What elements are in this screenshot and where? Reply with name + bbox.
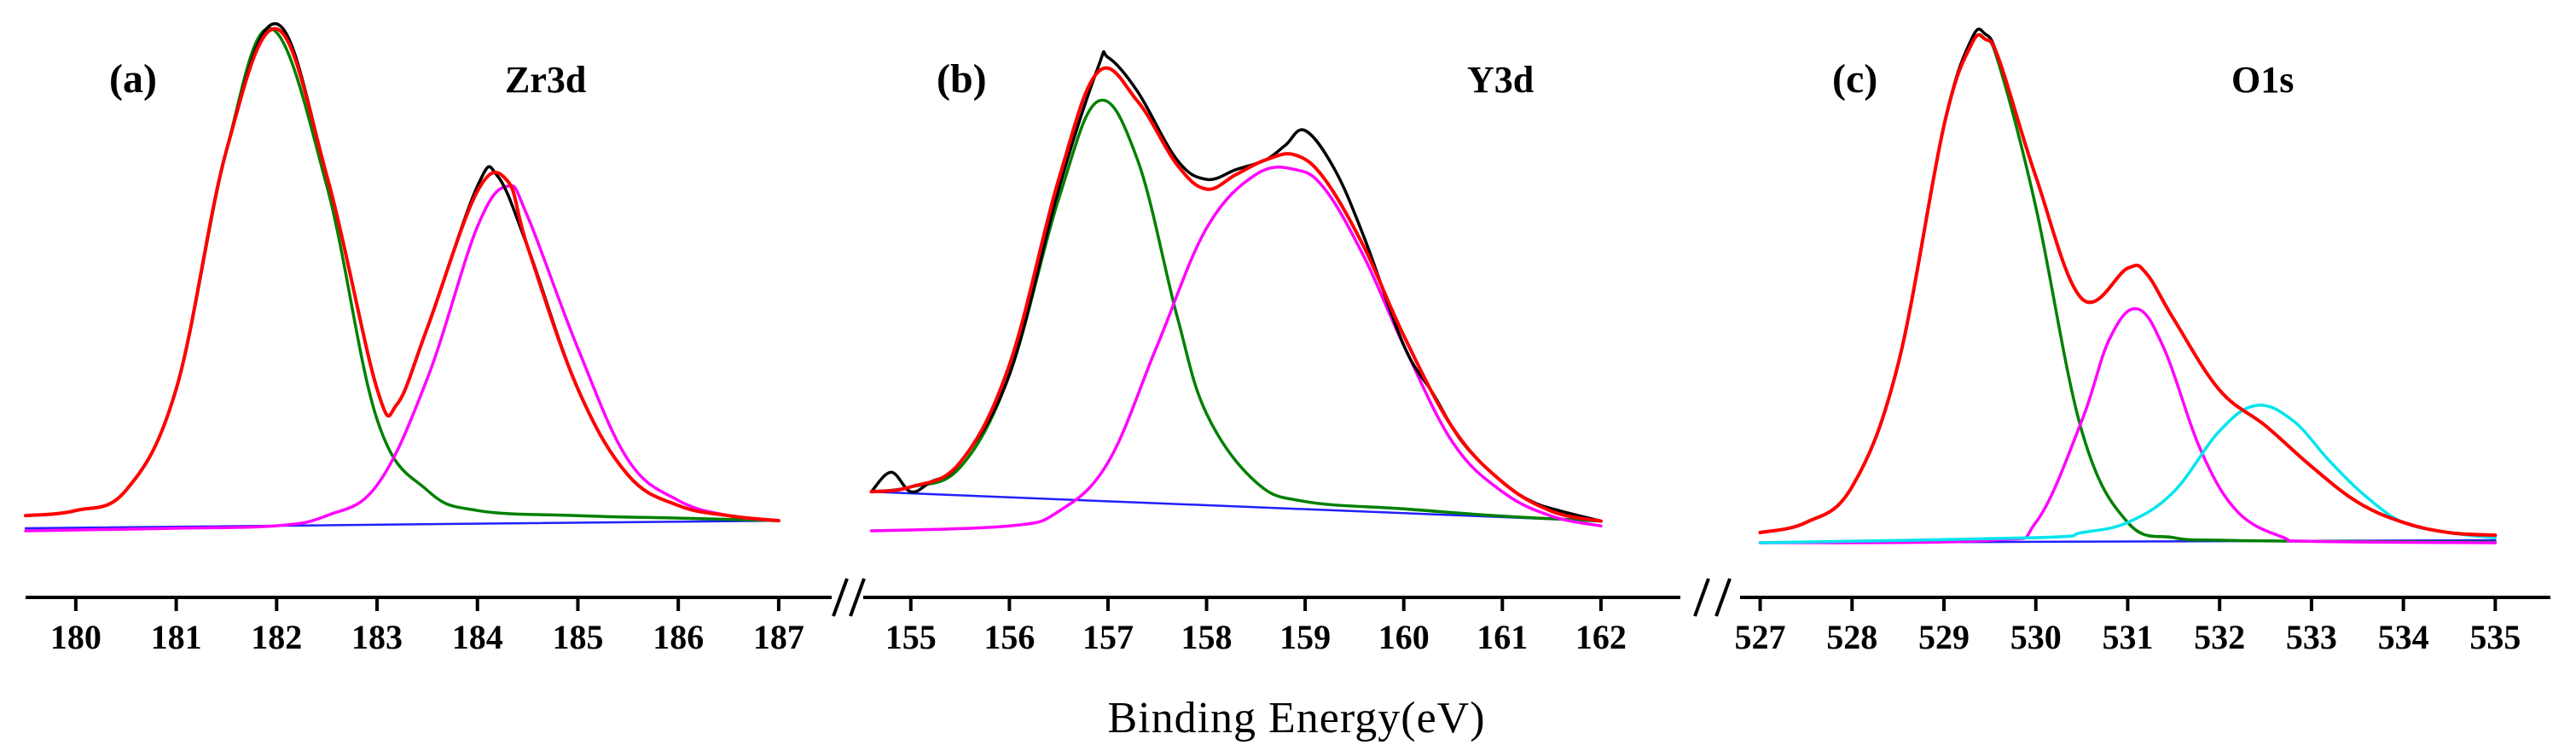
x-tick-label: 535	[2469, 618, 2521, 656]
x-tick-label: 155	[885, 618, 937, 656]
element-label: Zr3d	[505, 59, 586, 101]
axis-break-mark	[849, 578, 866, 617]
panel-1: (a) Zr3d	[24, 22, 780, 533]
series-o1s-defect-line	[1758, 307, 2498, 544]
x-tick-label: 158	[1181, 618, 1233, 656]
x-axis-segment-1: 180 181 182 183 184 185 186 187	[26, 596, 832, 656]
x-axis: 180 181 182 183 184 185 186 187 155 156 157 158 159 1…	[26, 578, 2550, 656]
x-tick-label: 528	[1826, 618, 1877, 656]
x-tick-label: 186	[653, 618, 704, 656]
x-tick-label: 160	[1378, 618, 1430, 656]
series-envelope-line	[869, 66, 1603, 523]
x-axis-title: Binding Energy(eV)	[1107, 694, 1485, 742]
series-experimental-line	[869, 49, 1603, 523]
series-envelope-line	[1758, 32, 2498, 538]
series-zr3d3-2-line	[24, 183, 780, 533]
x-tick-label: 530	[2010, 618, 2062, 656]
series-experimental-line	[1758, 27, 2498, 537]
element-label: O1s	[2231, 59, 2294, 101]
series-background-line	[870, 490, 1603, 522]
series-envelope-line	[24, 26, 780, 523]
axis-break-mark	[832, 578, 849, 617]
axis-break-2	[1693, 578, 1732, 617]
series-o1s-adsorbed-line	[1758, 404, 2498, 544]
x-tick-label: 162	[1575, 618, 1627, 656]
x-tick-label: 161	[1477, 618, 1528, 656]
x-tick-label: 156	[983, 618, 1035, 656]
x-tick-label: 184	[452, 618, 503, 656]
x-tick-label: 182	[251, 618, 302, 656]
panel-label: (a)	[109, 56, 157, 102]
x-tick-label: 187	[753, 618, 804, 656]
x-tick-label: 183	[351, 618, 403, 656]
x-tick-label: 159	[1279, 618, 1331, 656]
x-tick-label: 533	[2286, 618, 2337, 656]
series-y3d5-2-line	[869, 98, 1603, 523]
element-label: Y3d	[1467, 59, 1534, 101]
x-tick-label: 532	[2194, 618, 2245, 656]
series-zr3d5-2-line	[24, 26, 780, 522]
x-tick-label: 531	[2102, 618, 2153, 656]
x-tick-label: 529	[1918, 618, 1970, 656]
x-axis-segment-2: 155 156 157 158 159 160 161 162	[863, 596, 1680, 656]
x-tick-label: 157	[1082, 618, 1134, 656]
axis-break-mark	[1714, 578, 1732, 617]
panel-2: (b) Y3d	[869, 49, 1603, 533]
series-background-line	[24, 519, 780, 530]
x-tick-label: 180	[50, 618, 102, 656]
x-tick-label: 181	[151, 618, 202, 656]
x-axis-segment-3: 527 528 529 530 531 532 533 534 535	[1735, 596, 2550, 656]
x-tick-label: 527	[1735, 618, 1786, 656]
series-o1s-lattice-line	[1758, 32, 2498, 544]
axis-break-mark	[1693, 578, 1710, 617]
x-tick-label: 534	[2378, 618, 2429, 656]
panel-label: (b)	[937, 56, 987, 102]
panel-3: (c) O1s	[1758, 27, 2498, 544]
x-tick-label: 185	[552, 618, 603, 656]
panels: (a) Zr3d (b) Y3d (c) O1s	[24, 22, 2498, 544]
panel-label: (c)	[1832, 56, 1877, 102]
axis-break-1	[832, 578, 866, 617]
series-y3d3-2-line	[869, 166, 1603, 533]
